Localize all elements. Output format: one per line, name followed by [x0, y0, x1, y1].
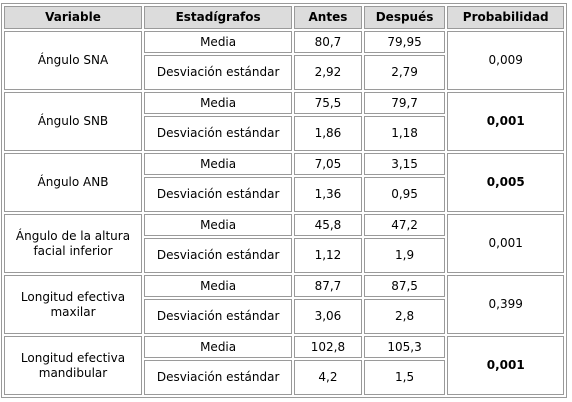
stat-label-media: Media [144, 153, 293, 175]
header-despues: Después [363, 6, 446, 29]
stat-label-desviacion: Desviación estándar [144, 299, 293, 334]
media-despues: 105,3 [363, 336, 446, 358]
table-row: Longitud efectiva maxilar Media 87,7 87,… [4, 275, 564, 334]
probabilidad-cell: 0,001 [447, 92, 564, 151]
probabilidad-cell: 0,009 [447, 31, 564, 90]
desv-antes: 1,36 [294, 177, 362, 212]
media-despues: 47,2 [363, 214, 446, 236]
probabilidad-cell: 0,001 [447, 214, 564, 273]
media-despues: 79,7 [363, 92, 446, 114]
stat-label-desviacion: Desviación estándar [144, 177, 293, 212]
table-row: Desviación estándar 1,86 1,18 [4, 116, 564, 151]
stat-label-media: Media [144, 336, 293, 358]
desv-despues: 2,8 [363, 299, 446, 334]
media-despues: 87,5 [363, 275, 446, 297]
header-estadigrafos: Estadígrafos [144, 6, 293, 29]
media-antes: 80,7 [294, 31, 362, 53]
variable-cell: Ángulo ANB [4, 153, 142, 212]
stat-label-desviacion: Desviación estándar [144, 360, 293, 395]
table-row: Ángulo de la altura facial inferior Medi… [4, 214, 564, 273]
media-despues: 3,15 [363, 153, 446, 175]
stat-label-desviacion: Desviación estándar [144, 116, 293, 151]
table-body: Ángulo SNA Media 80,7 79,95 0,009 Desvia… [4, 31, 564, 395]
probabilidad-cell: 0,399 [447, 275, 564, 334]
table-row: Longitud efectiva mandibular Media 102,8… [4, 336, 564, 395]
desv-despues: 2,79 [363, 55, 446, 90]
probabilidad-cell: 0,005 [447, 153, 564, 212]
desv-despues: 1,5 [363, 360, 446, 395]
desv-antes: 1,86 [294, 116, 362, 151]
header-variable: Variable [4, 6, 142, 29]
media-antes: 45,8 [294, 214, 362, 236]
variable-cell: Ángulo SNB [4, 92, 142, 151]
statistics-table: Variable Estadígrafos Antes Después Prob… [1, 3, 567, 398]
table-row: Desviación estándar 3,06 2,8 [4, 299, 564, 334]
media-antes: 102,8 [294, 336, 362, 358]
desv-antes: 4,2 [294, 360, 362, 395]
header-antes: Antes [294, 6, 362, 29]
stat-label-media: Media [144, 92, 293, 114]
desv-antes: 3,06 [294, 299, 362, 334]
variable-cell: Ángulo de la altura facial inferior [4, 214, 142, 273]
table-row: Desviación estándar 1,36 0,95 [4, 177, 564, 212]
probabilidad-cell: 0,001 [447, 336, 564, 395]
desv-despues: 1,9 [363, 238, 446, 273]
table-row: Ángulo SNB Media 75,5 79,7 0,001 [4, 92, 564, 151]
desv-antes: 1,12 [294, 238, 362, 273]
desv-despues: 0,95 [363, 177, 446, 212]
stat-label-desviacion: Desviación estándar [144, 238, 293, 273]
table-row: Desviación estándar 4,2 1,5 [4, 360, 564, 395]
stat-label-media: Media [144, 275, 293, 297]
table-row: Desviación estándar 2,92 2,79 [4, 55, 564, 90]
table-row: Ángulo SNA Media 80,7 79,95 0,009 [4, 31, 564, 90]
header-row: Variable Estadígrafos Antes Después Prob… [4, 6, 564, 29]
stat-label-media: Media [144, 214, 293, 236]
stat-label-media: Media [144, 31, 293, 53]
stat-label-desviacion: Desviación estándar [144, 55, 293, 90]
table-row: Desviación estándar 1,12 1,9 [4, 238, 564, 273]
header-probabilidad: Probabilidad [447, 6, 564, 29]
variable-cell: Longitud efectiva mandibular [4, 336, 142, 395]
media-despues: 79,95 [363, 31, 446, 53]
table-header: Variable Estadígrafos Antes Después Prob… [4, 6, 564, 29]
media-antes: 87,7 [294, 275, 362, 297]
variable-cell: Longitud efectiva maxilar [4, 275, 142, 334]
media-antes: 75,5 [294, 92, 362, 114]
table-row: Ángulo ANB Media 7,05 3,15 0,005 [4, 153, 564, 212]
variable-cell: Ángulo SNA [4, 31, 142, 90]
desv-despues: 1,18 [363, 116, 446, 151]
desv-antes: 2,92 [294, 55, 362, 90]
media-antes: 7,05 [294, 153, 362, 175]
